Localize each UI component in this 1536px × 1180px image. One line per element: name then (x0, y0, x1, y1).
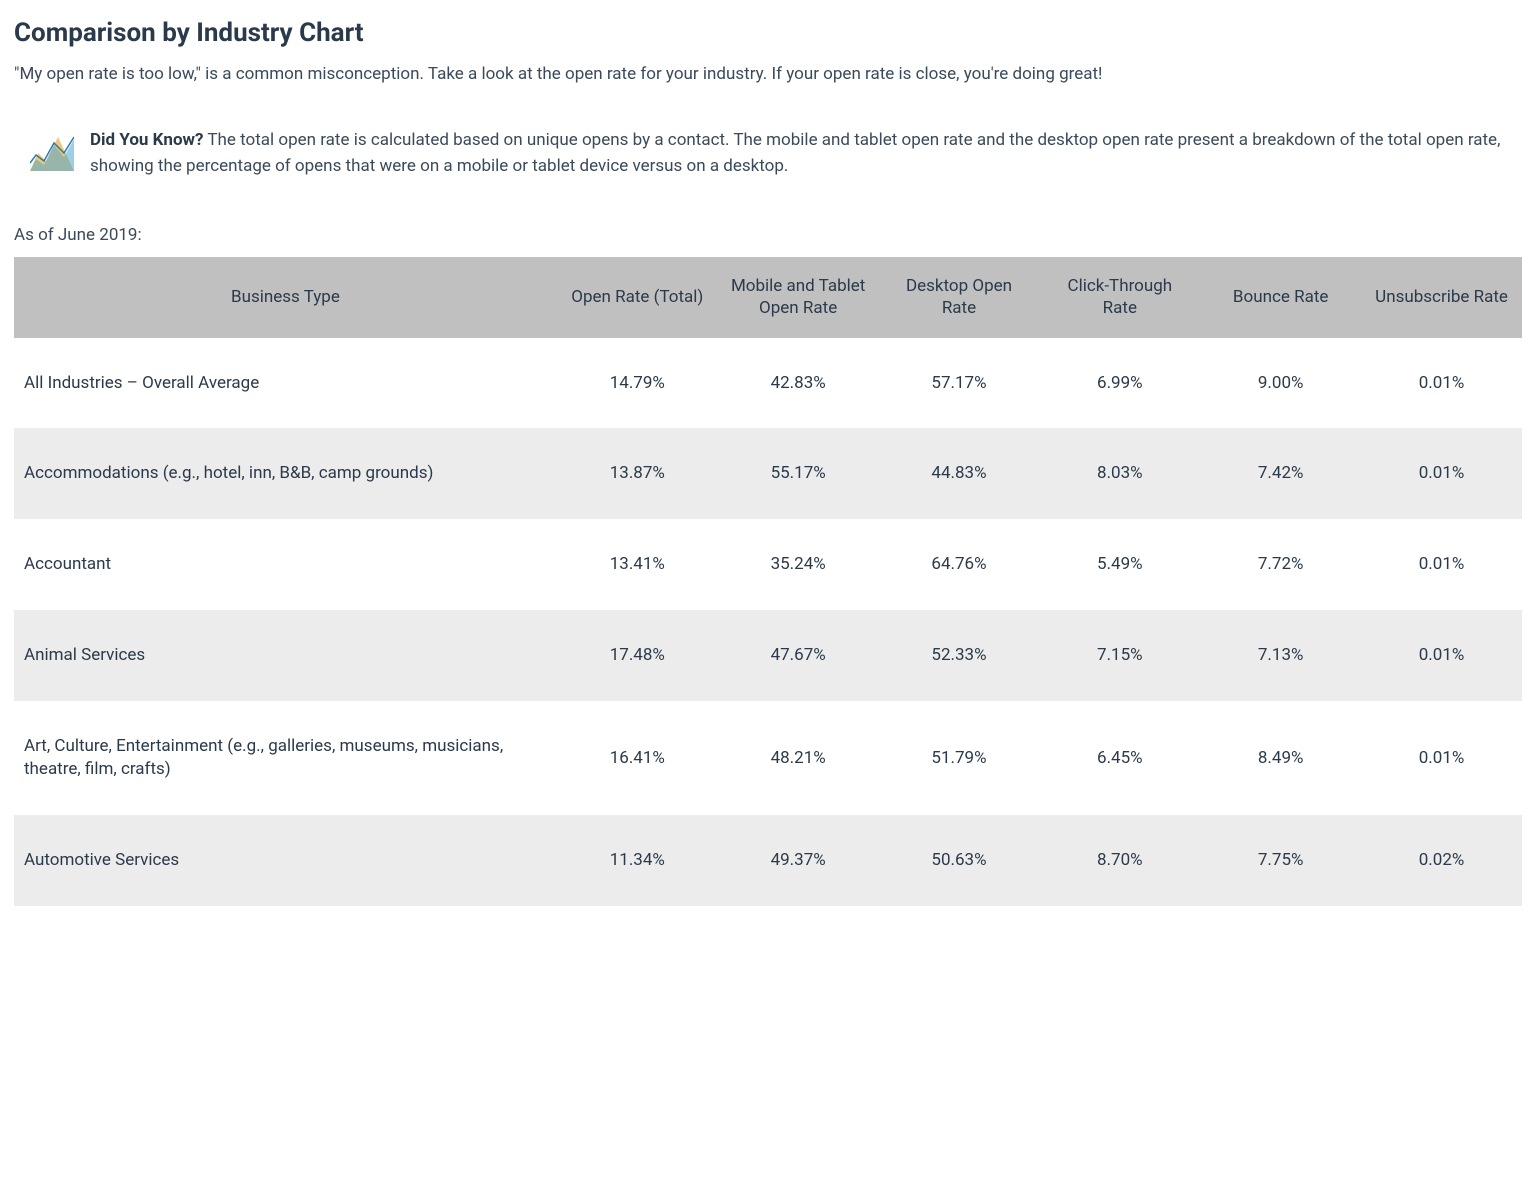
cell-business-type: Art, Culture, Entertainment (e.g., galle… (14, 701, 557, 815)
cell-value: 13.41% (557, 519, 718, 610)
cell-business-type: Automotive Services (14, 815, 557, 906)
col-open-rate-total: Open Rate (Total) (557, 257, 718, 337)
table-row: All Industries – Overall Average 14.79% … (14, 338, 1522, 429)
col-unsubscribe-rate: Unsubscribe Rate (1361, 257, 1522, 337)
cell-value: 55.17% (718, 428, 879, 519)
col-desktop-open-rate: Desktop Open Rate (879, 257, 1040, 337)
chart-icon (30, 131, 74, 171)
cell-value: 7.15% (1039, 610, 1200, 701)
table-row: Automotive Services 11.34% 49.37% 50.63%… (14, 815, 1522, 906)
cell-value: 0.01% (1361, 701, 1522, 815)
callout-text: Did You Know? The total open rate is cal… (90, 127, 1518, 180)
intro-paragraph: "My open rate is too low," is a common m… (14, 62, 1522, 87)
cell-value: 0.01% (1361, 519, 1522, 610)
cell-value: 42.83% (718, 338, 879, 429)
cell-value: 0.02% (1361, 815, 1522, 906)
cell-value: 6.99% (1039, 338, 1200, 429)
col-mobile-tablet-open-rate: Mobile and Tablet Open Rate (718, 257, 879, 337)
cell-value: 52.33% (879, 610, 1040, 701)
cell-value: 14.79% (557, 338, 718, 429)
table-row: Accommodations (e.g., hotel, inn, B&B, c… (14, 428, 1522, 519)
cell-value: 57.17% (879, 338, 1040, 429)
callout-lead: Did You Know? (90, 130, 204, 150)
cell-value: 13.87% (557, 428, 718, 519)
col-click-through-rate: Click-Through Rate (1039, 257, 1200, 337)
cell-value: 51.79% (879, 701, 1040, 815)
cell-value: 8.49% (1200, 701, 1361, 815)
table-row: Art, Culture, Entertainment (e.g., galle… (14, 701, 1522, 815)
table-body: All Industries – Overall Average 14.79% … (14, 338, 1522, 907)
callout-body: The total open rate is calculated based … (90, 130, 1500, 176)
cell-value: 0.01% (1361, 428, 1522, 519)
cell-value: 17.48% (557, 610, 718, 701)
cell-value: 0.01% (1361, 610, 1522, 701)
table-row: Accountant 13.41% 35.24% 64.76% 5.49% 7.… (14, 519, 1522, 610)
asof-label: As of June 2019: (14, 225, 1522, 245)
table-header-row: Business Type Open Rate (Total) Mobile a… (14, 257, 1522, 337)
cell-value: 8.03% (1039, 428, 1200, 519)
cell-value: 6.45% (1039, 701, 1200, 815)
callout-box: Did You Know? The total open rate is cal… (14, 127, 1522, 180)
cell-value: 16.41% (557, 701, 718, 815)
cell-value: 0.01% (1361, 338, 1522, 429)
cell-value: 48.21% (718, 701, 879, 815)
table-row: Animal Services 17.48% 47.67% 52.33% 7.1… (14, 610, 1522, 701)
cell-value: 47.67% (718, 610, 879, 701)
cell-value: 11.34% (557, 815, 718, 906)
cell-business-type: Animal Services (14, 610, 557, 701)
cell-value: 7.75% (1200, 815, 1361, 906)
cell-value: 7.72% (1200, 519, 1361, 610)
cell-business-type: Accountant (14, 519, 557, 610)
cell-value: 7.42% (1200, 428, 1361, 519)
cell-value: 44.83% (879, 428, 1040, 519)
industry-table: Business Type Open Rate (Total) Mobile a… (14, 257, 1522, 906)
cell-value: 35.24% (718, 519, 879, 610)
cell-value: 64.76% (879, 519, 1040, 610)
cell-value: 7.13% (1200, 610, 1361, 701)
cell-value: 9.00% (1200, 338, 1361, 429)
page-title: Comparison by Industry Chart (14, 18, 1522, 48)
col-bounce-rate: Bounce Rate (1200, 257, 1361, 337)
cell-value: 50.63% (879, 815, 1040, 906)
cell-value: 8.70% (1039, 815, 1200, 906)
col-business-type: Business Type (14, 257, 557, 337)
cell-business-type: All Industries – Overall Average (14, 338, 557, 429)
cell-value: 5.49% (1039, 519, 1200, 610)
cell-business-type: Accommodations (e.g., hotel, inn, B&B, c… (14, 428, 557, 519)
cell-value: 49.37% (718, 815, 879, 906)
